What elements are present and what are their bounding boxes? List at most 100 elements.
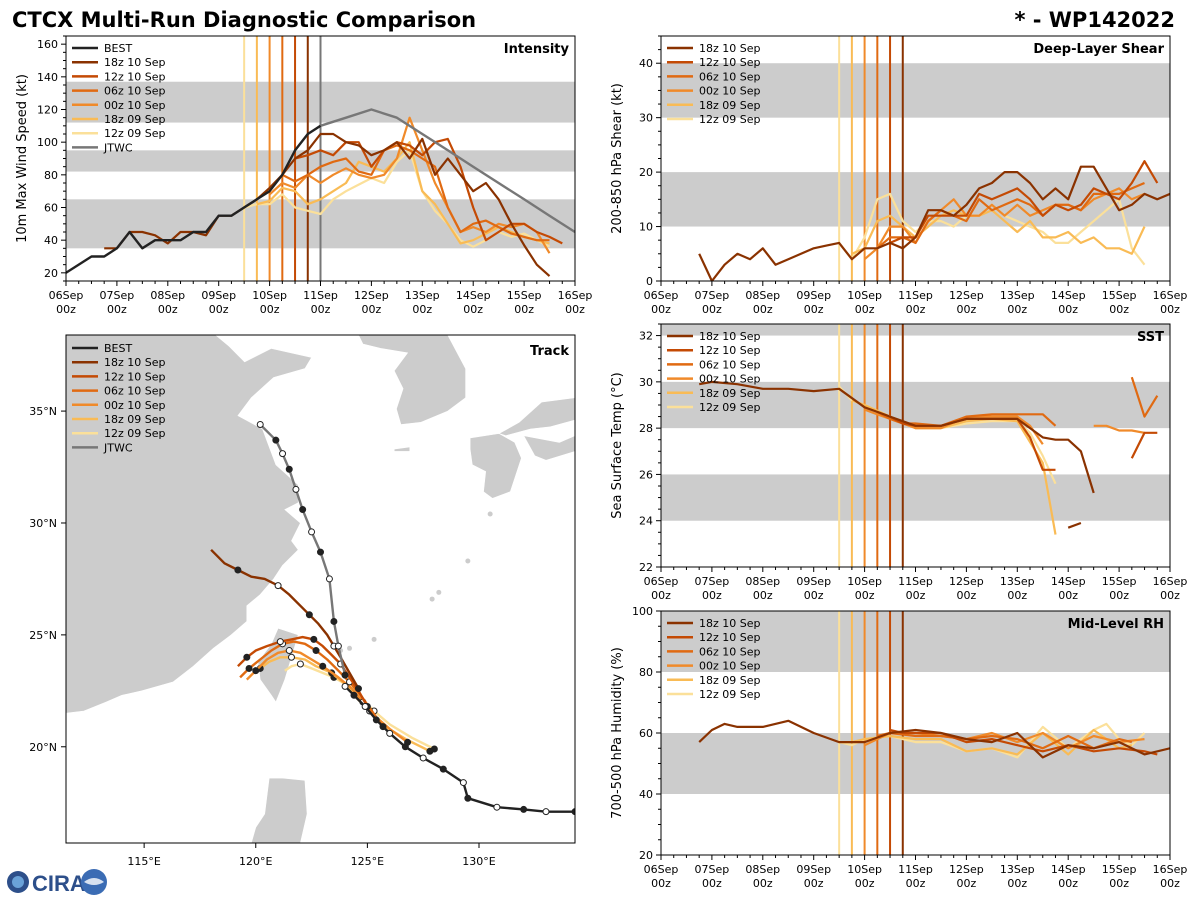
rh-xtick-label: 15Sep: [1102, 863, 1137, 876]
rh-ylabel: 700-500 hPa Humidity (%): [610, 647, 625, 819]
rh-xtick-label: 07Sep: [695, 863, 730, 876]
intensity-series-18z-10-sep: [104, 132, 551, 277]
intensity-legend-label: JTWC: [103, 141, 133, 154]
ryukyu-island-1: [436, 589, 442, 595]
intensity-ytick-label: 60: [44, 202, 58, 215]
sst-legend-label: 18z 09 Sep: [699, 387, 761, 400]
intensity-xtick-sublabel: 00z: [158, 303, 178, 316]
track-point-18z-10-sep: [274, 582, 282, 590]
track-point-best: [361, 702, 369, 710]
intensity-xtick-sublabel: 00z: [209, 303, 229, 316]
sst-xtick-label: 08Sep: [745, 575, 780, 588]
luzon-land: [250, 777, 308, 843]
rh-series-12z-10-sep: [889, 728, 1158, 756]
track-point-jtwc: [279, 450, 287, 458]
intensity-legend-label: BEST: [104, 42, 132, 55]
track-legend-label: 06z 10 Sep: [104, 385, 166, 398]
track-point-jtwc: [341, 671, 349, 679]
shear-xtick-label: 14Sep: [1051, 289, 1086, 302]
intensity-xtick-label: 13Sep: [405, 289, 440, 302]
sst-band-2: [661, 324, 1170, 336]
rh-xtick-label: 11Sep: [898, 863, 933, 876]
track-point-jtwc: [285, 465, 293, 473]
shear-legend-label: 12z 10 Sep: [699, 56, 761, 69]
intensity-xtick-label: 14Sep: [456, 289, 491, 302]
honshu-land: [498, 397, 575, 437]
intensity-xtick-label: 09Sep: [201, 289, 236, 302]
shear-xtick-label: 16Sep: [1153, 289, 1188, 302]
intensity-ytick-label: 140: [37, 71, 58, 84]
ryukyu-island-0: [429, 596, 435, 602]
rh-band-1: [661, 611, 1170, 672]
shear-legend-label: 12z 09 Sep: [699, 113, 761, 126]
sst-legend-label: 00z 10 Sep: [699, 373, 761, 386]
intensity-xtick-label: 07Sep: [100, 289, 135, 302]
shear-series-06z-10-sep: [876, 181, 1145, 250]
intensity-ytick-label: 100: [37, 136, 58, 149]
shear-series-group: [698, 160, 1170, 281]
sst-legend-label: 12z 09 Sep: [699, 401, 761, 414]
rh-xtick-sublabel: 00z: [906, 877, 926, 890]
sst-xtick-label: 07Sep: [695, 575, 730, 588]
rh-xtick-sublabel: 00z: [651, 877, 671, 890]
track-point-12z-10-sep: [310, 635, 318, 643]
intensity-xtick-label: 15Sep: [507, 289, 542, 302]
track-point-best: [401, 743, 409, 751]
rh-legend-label: 18z 10 Sep: [699, 617, 761, 630]
track-point-best: [419, 754, 427, 762]
track-point-00z-10-sep: [252, 667, 260, 675]
intensity-legend-label: 00z 10 Sep: [104, 99, 166, 112]
intensity-xtick-sublabel: 00z: [463, 303, 483, 316]
kyushu-land: [469, 433, 522, 499]
track-legend-label: 12z 09 Sep: [104, 427, 166, 440]
sst-xtick-sublabel: 00z: [1109, 589, 1129, 602]
rh-legend-label: 00z 10 Sep: [699, 660, 761, 673]
track-point-06z-10-sep: [312, 647, 320, 655]
track-frame: [65, 334, 576, 844]
ryukyu-island-5: [371, 636, 377, 642]
sst-xtick-sublabel: 00z: [1058, 589, 1078, 602]
rh-ytick-label: 40: [639, 788, 653, 801]
storm-id: * - WP142022: [1014, 8, 1175, 32]
sst-legend-label: 12z 10 Sep: [699, 344, 761, 357]
sst-series-group: [699, 376, 1159, 535]
sst-xtick-label: 06Sep: [644, 575, 679, 588]
track-panel: 115°E 120°E 125°E 130°E 20°N 25°N 30°N 35°N Trac…: [29, 334, 576, 868]
rh-legend-label: 18z 09 Sep: [699, 674, 761, 687]
track-point-best: [341, 682, 349, 690]
rh-xtick-label: 14Sep: [1051, 863, 1086, 876]
track-legend-label: JTWC: [103, 441, 133, 454]
track-point-18z-10-sep: [354, 685, 362, 693]
track-point-best: [386, 729, 394, 737]
intensity-xtick-sublabel: 00z: [514, 303, 534, 316]
sst-xtick-label: 16Sep: [1153, 575, 1188, 588]
intensity-ytick-label: 120: [37, 104, 58, 117]
intensity-xtick-sublabel: 00z: [311, 303, 331, 316]
intensity-ytick-label: 20: [44, 267, 58, 280]
rh-series-group: [698, 719, 1170, 759]
intensity-legend-label: 18z 09 Sep: [104, 113, 166, 126]
sst-ytick-label: 22: [639, 561, 653, 574]
rh-xtick-label: 06Sep: [644, 863, 679, 876]
rh-xtick-label: 13Sep: [1000, 863, 1035, 876]
track-point-18z-09-sep: [426, 747, 434, 755]
shear-ytick-label: 10: [639, 221, 653, 234]
intensity-xtick-sublabel: 00z: [565, 303, 585, 316]
intensity-xtick-sublabel: 00z: [412, 303, 432, 316]
track-point-jtwc: [325, 575, 333, 583]
rh-xtick-label: 16Sep: [1153, 863, 1188, 876]
intensity-ylabel: 10m Max Wind Speed (kt): [15, 74, 30, 243]
taiwan-land: [257, 627, 299, 703]
sst-legend-label: 06z 10 Sep: [699, 358, 761, 371]
sst-xtick-sublabel: 00z: [906, 589, 926, 602]
track-ytick-label: 30°N: [29, 517, 57, 530]
sst-ylabel: Sea Surface Temp (°C): [610, 372, 625, 519]
rh-panel: 2040608010006Sep00z07Sep00z08Sep00z09Sep…: [610, 605, 1187, 890]
rh-legend-label: 06z 10 Sep: [699, 645, 761, 658]
rh-legend-label: 12z 10 Sep: [699, 631, 761, 644]
sst-xtick-label: 13Sep: [1000, 575, 1035, 588]
shear-ytick-label: 40: [639, 57, 653, 70]
